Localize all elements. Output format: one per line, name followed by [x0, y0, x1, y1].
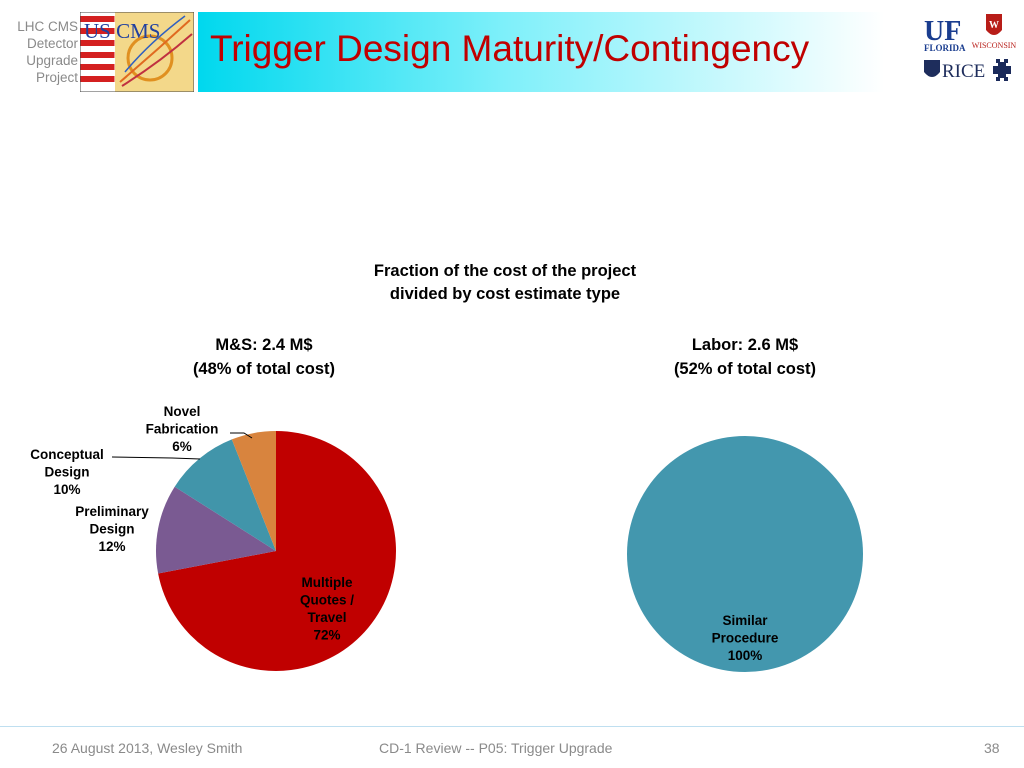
project-label-line: Project [35, 70, 78, 85]
ms-chart-title-line-1: M&S: 2.4 M$ [215, 336, 312, 354]
ms-pie-labels: Multiple Quotes / Travel 72% Preliminary Desi… [30, 404, 354, 643]
project-label-line: Upgrade [26, 53, 78, 68]
uf-logo-subtext: FLORIDA [924, 43, 966, 53]
ms-chart-title-line-2: (48% of total cost) [193, 360, 335, 378]
pie-slice-similar-procedure [627, 436, 863, 672]
pie-data-label-percent: 6% [172, 439, 192, 454]
pie-slice-novel-fabrication [231, 431, 276, 551]
pie-data-label-text: Travel [307, 610, 346, 625]
pie-data-label-text: Fabrication [146, 422, 219, 437]
rice-logo-text: RICE [942, 61, 985, 82]
project-label-line: LHC CMS [17, 19, 78, 34]
page-title: Trigger Design Maturity/Contingency [210, 28, 810, 69]
pie-data-label-percent: 12% [98, 539, 125, 554]
pie-data-label-percent: 10% [53, 482, 80, 497]
pie-data-label-text: Multiple [302, 575, 353, 590]
chart-suptitle-line-1: Fraction of the cost of the project [374, 262, 637, 280]
footer-divider [0, 726, 1024, 727]
rice-logo: RICE [924, 60, 985, 82]
pie-data-label-text: Quotes / [300, 593, 354, 608]
page-number: 38 [984, 740, 1000, 756]
fermilab-icon [993, 59, 1011, 81]
label-leader-lines [111, 432, 253, 460]
leader-line-conceptual-design [111, 456, 201, 460]
uf-logo-text: UF [924, 16, 961, 47]
pie-data-label-percent: 100% [728, 648, 763, 663]
pie-data-label-text: Novel [164, 404, 201, 419]
wisconsin-logo-text: WISCONSIN [972, 41, 1017, 50]
title-bar: Trigger Design Maturity/Contingency [198, 12, 884, 92]
labor-pie-labels: Similar Procedure 100% [712, 613, 779, 663]
pie-data-label-text: Design [89, 522, 134, 537]
footer-date-author: 26 August 2013, Wesley Smith [52, 740, 243, 756]
project-label-line: Detector [26, 36, 78, 51]
pie-slice-conceptual-design [174, 439, 276, 551]
institution-logos: UF FLORIDA W WISCONSIN RICE [924, 14, 1017, 82]
ms-pie [156, 431, 397, 671]
leader-line-novel-fabrication [230, 432, 253, 439]
chart-suptitle-line-2: divided by cost estimate type [390, 285, 620, 303]
project-label: LHC CMS Detector Upgrade Project [4, 18, 78, 86]
pie-data-label-text: Preliminary [75, 504, 149, 519]
logo-text: US CMS [84, 19, 160, 43]
labor-chart-title-line-2: (52% of total cost) [674, 360, 816, 378]
pie-data-label-text: Design [44, 465, 89, 480]
pie-data-label-text: Conceptual [30, 447, 104, 462]
footer-review-title: CD-1 Review -- P05: Trigger Upgrade [379, 740, 613, 756]
pie-slice-multiple-quotes-travel [158, 431, 397, 671]
svg-text:W: W [989, 20, 999, 31]
uscms-logo: US CMS [80, 12, 194, 92]
pie-slice-preliminary-design [156, 486, 276, 574]
pie-data-label-percent: 72% [313, 628, 340, 643]
pie-data-label-text: Similar [722, 613, 768, 628]
pie-data-label-text: Procedure [712, 631, 779, 646]
labor-pie [627, 436, 863, 672]
labor-chart-title-line-1: Labor: 2.6 M$ [692, 336, 798, 354]
wisconsin-logo: W WISCONSIN [972, 14, 1017, 50]
uf-logo: UF FLORIDA [924, 16, 966, 53]
